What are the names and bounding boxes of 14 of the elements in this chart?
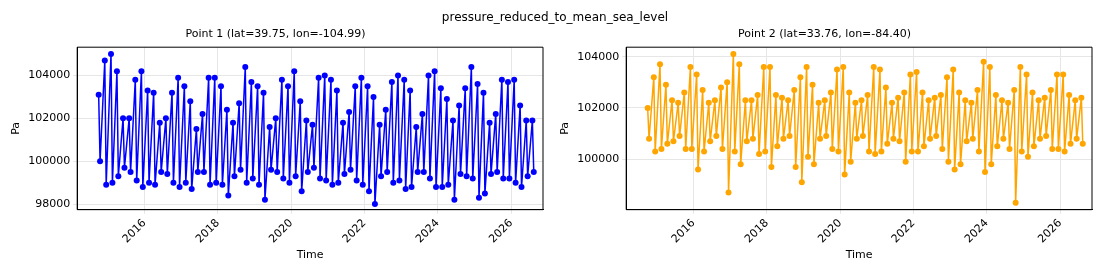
- y-tick-label: 100000: [28, 154, 71, 168]
- y-tick-label: 102000: [28, 111, 71, 125]
- y-axis-title: Pa: [558, 121, 572, 135]
- y-tick-label: 104000: [577, 49, 620, 63]
- y-tick-label: 104000: [28, 68, 71, 82]
- chart-title: Point 1 (lat=39.75, lon=-104.99): [185, 27, 366, 41]
- chart-title: Point 2 (lat=33.76, lon=-84.40): [737, 27, 912, 41]
- y-axis-title: Pa: [9, 121, 23, 135]
- y-tick-label: 98000: [35, 196, 71, 210]
- y-tick-label: 102000: [577, 100, 620, 114]
- x-axis-title: Time: [295, 248, 324, 262]
- x-axis-title: Time: [844, 248, 873, 262]
- text: pressure_reduced_to_mean_sea_level: [440, 9, 670, 26]
- y-tick-label: 100000: [577, 152, 620, 166]
